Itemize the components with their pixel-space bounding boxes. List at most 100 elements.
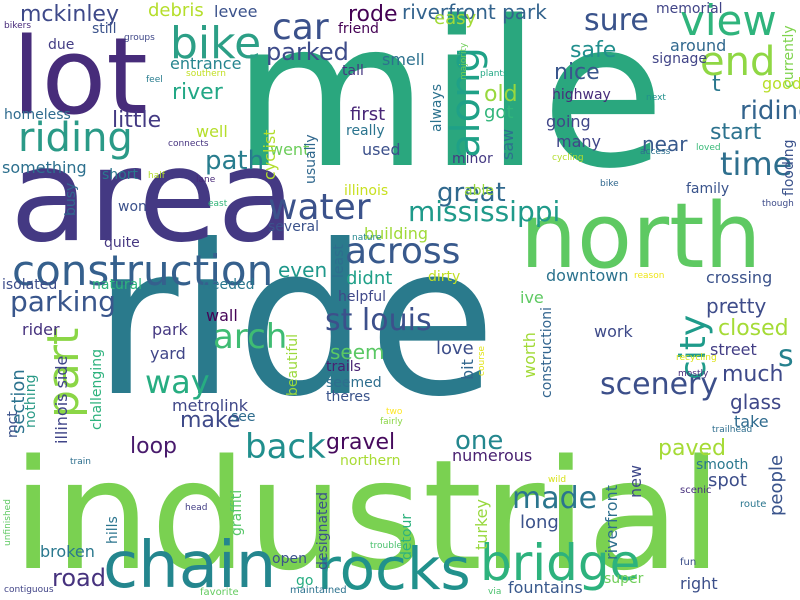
- word-take: take: [734, 412, 769, 431]
- word-open: open: [272, 551, 307, 567]
- word-feel: feel: [146, 75, 163, 85]
- word-dirty: dirty: [428, 269, 461, 285]
- word-still: still: [92, 21, 117, 37]
- word-connects: connects: [168, 139, 209, 149]
- word-new: new: [626, 464, 645, 498]
- word-well: well: [196, 122, 228, 141]
- word-sure: sure: [584, 3, 649, 38]
- word-near: near: [642, 132, 688, 156]
- word-natural: natural: [92, 277, 143, 293]
- word-saw: saw: [498, 128, 517, 160]
- word-hills: hills: [105, 516, 121, 544]
- word-didnt: didnt: [346, 268, 393, 289]
- word-broken: broken: [40, 542, 95, 561]
- word-parking: way: [145, 363, 210, 401]
- word-safe: safe: [570, 38, 617, 63]
- word-theres: theres: [326, 389, 371, 405]
- word-southern: southern: [186, 69, 226, 79]
- word-easy: easy: [434, 8, 477, 29]
- word-trails: trails: [326, 359, 361, 375]
- word-park: park: [152, 320, 188, 339]
- word-got: got: [484, 102, 514, 123]
- word-riverfront-park: riverfront park: [402, 0, 547, 24]
- word-recycling: recycling: [676, 353, 717, 363]
- word-busy: busy: [63, 182, 79, 216]
- word-bike: bike: [170, 18, 262, 69]
- word-nature: nature: [352, 233, 382, 243]
- word-time: scenery: [600, 367, 719, 402]
- word-two: two: [386, 407, 403, 417]
- word-mile: mile: [232, 0, 666, 213]
- word-construction: construction: [12, 246, 274, 295]
- word-see: see: [231, 409, 256, 425]
- word-minor: minor: [452, 151, 493, 167]
- word-plants: plants: [480, 69, 508, 79]
- word-highway: highway: [552, 87, 611, 103]
- word-riding: riding: [18, 115, 133, 161]
- word-chain: chain: [103, 529, 277, 600]
- word-went: went: [270, 140, 310, 159]
- word-groups: groups: [124, 33, 155, 43]
- word-wall: wall: [206, 306, 238, 325]
- word-mississippi: great: [437, 178, 506, 208]
- word-long: long: [520, 512, 559, 533]
- word-area: area: [10, 122, 296, 271]
- word-something: something: [2, 158, 87, 177]
- word-scenic: scenic: [680, 485, 712, 496]
- word-designated: designated: [315, 491, 331, 570]
- word-car: car: [272, 7, 329, 48]
- word-reason: reason: [634, 271, 665, 281]
- word-part: parking: [10, 285, 116, 318]
- word-half: half: [148, 171, 165, 181]
- word-going: going: [546, 112, 591, 131]
- word-detour: detour: [399, 513, 415, 560]
- word-maintained: maintained: [290, 585, 347, 596]
- word-currently: currently: [781, 25, 797, 88]
- word-due: due: [48, 37, 75, 53]
- word-lot: lot: [12, 15, 148, 138]
- word-contiguous: contiguous: [4, 585, 54, 595]
- word-mckinley: mckinley: [20, 2, 119, 27]
- word-seemed: seemed: [326, 375, 382, 391]
- word-many: many: [556, 132, 601, 151]
- word-river: river: [172, 80, 223, 105]
- word-bikers: bikers: [4, 21, 32, 31]
- word-parked: parked: [266, 38, 349, 66]
- word-road: riding: [740, 96, 800, 126]
- word-train: train: [70, 457, 91, 467]
- word-favorite: favorite: [200, 587, 239, 598]
- word-debris: debris: [148, 0, 204, 21]
- word-memorial: memorial: [656, 1, 723, 17]
- word-lane: lane: [196, 175, 216, 185]
- word-made: road: [52, 564, 106, 592]
- word-rode: rode: [348, 2, 398, 27]
- word-fairly: fairly: [380, 417, 403, 427]
- word-water: mississippi: [408, 195, 561, 228]
- word-view: view: [680, 0, 777, 45]
- word-cyclist: cyclist: [260, 129, 279, 180]
- word-via: via: [488, 587, 502, 597]
- word-levee: levee: [214, 2, 258, 21]
- word-make: make: [180, 408, 241, 433]
- word-trouble: trouble: [370, 541, 402, 551]
- word-northern: northern: [340, 453, 401, 469]
- word-super: super: [604, 571, 644, 587]
- word-closed: closed: [718, 316, 789, 341]
- word-good: good: [762, 74, 800, 93]
- word-entrance: entrance: [170, 54, 242, 73]
- word-bridge: water: [268, 187, 371, 228]
- word-head: head: [185, 503, 208, 513]
- word-paved: paved: [658, 436, 726, 461]
- word-pretty: pretty: [706, 294, 767, 318]
- word-several: several: [268, 219, 320, 235]
- word-tall: tall: [342, 63, 364, 79]
- word-crossing: crossing: [706, 268, 773, 287]
- word-helpful: helpful: [338, 289, 386, 305]
- word-rocks-bridge: bridge: [480, 534, 641, 592]
- word-east: east: [208, 199, 228, 209]
- word-path: path: [205, 146, 265, 176]
- word-scenery: one: [455, 426, 504, 456]
- word-unfinished: unfinished: [3, 499, 13, 546]
- word-short: short: [102, 167, 138, 183]
- word-always: always: [429, 83, 445, 132]
